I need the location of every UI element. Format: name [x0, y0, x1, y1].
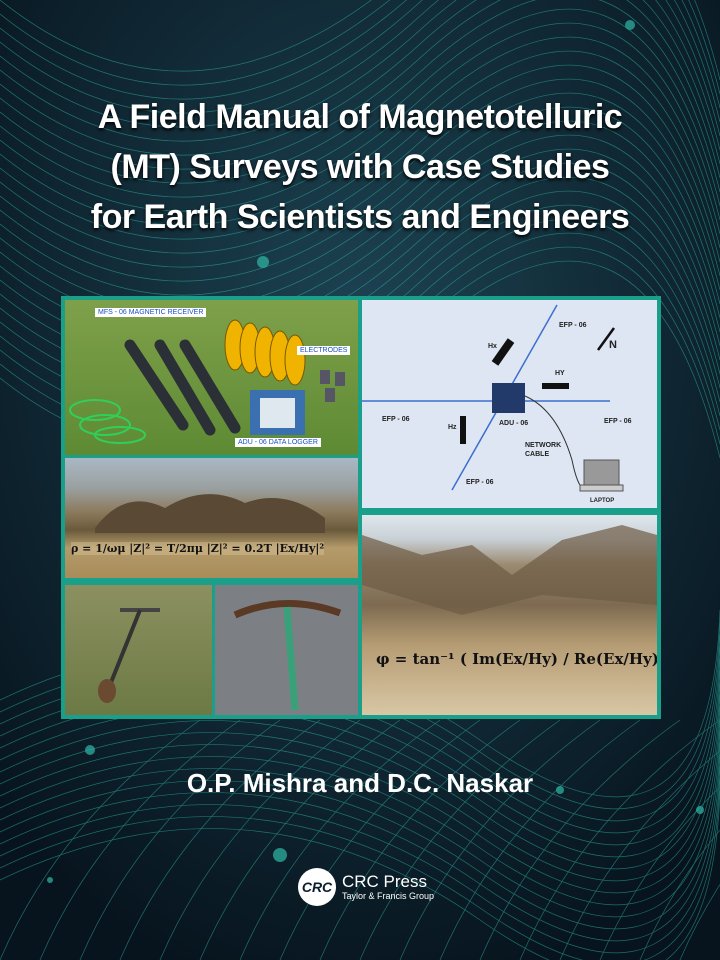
- label-efp-right: EFP - 06: [604, 418, 632, 425]
- title-line-2: (MT) Surveys with Case Studies: [110, 148, 610, 186]
- mt-setup-diagram: EFP - 06 EFP - 06 EFP - 06 EFP - 06 Hx H…: [362, 300, 657, 508]
- mountain-illustration: [362, 525, 657, 615]
- auger-photo: [65, 585, 212, 715]
- publisher-logo: CRC CRC Press Taylor & Francis Group: [298, 868, 434, 906]
- diagram-lines: [362, 304, 624, 492]
- north-label: N: [609, 339, 617, 351]
- auger-illustration: [98, 608, 160, 703]
- publisher-name: CRC Press: [342, 872, 428, 891]
- label-hy: HY: [555, 370, 565, 377]
- label-network: NETWORK: [525, 442, 562, 449]
- pickaxe-illustration: [233, 599, 342, 711]
- label-data-logger: ADU - 06 DATA LOGGER: [235, 438, 321, 447]
- resistivity-formula: ρ = 1/ωμ |Z|² = T/2πμ |Z|² = 0.2T |Ex/Hy…: [71, 542, 325, 555]
- label-magnetic-receiver: MFS - 06 MAGNETIC RECEIVER: [95, 308, 207, 317]
- mountain-valley-photo: φ = tan⁻¹ ( Im(Ex/Hy) / Re(Ex/Hy) ): [362, 515, 657, 715]
- phase-formula: φ = tan⁻¹ ( Im(Ex/Hy) / Re(Ex/Hy) ): [376, 650, 657, 668]
- authors: O.P. Mishra and D.C. Naskar: [186, 768, 534, 798]
- pickaxe-photo: [215, 585, 358, 715]
- title-line-3: for Earth Scientists and Engineers: [90, 198, 630, 236]
- crc-logo-icon: CRC: [298, 868, 336, 906]
- label-laptop: LAPTOP: [590, 498, 615, 504]
- book-title: A Field Manual of Magnetotelluric (MT) S…: [0, 92, 720, 242]
- label-adu: ADU - 06: [499, 420, 529, 427]
- title-line-1: A Field Manual of Magnetotelluric: [97, 98, 623, 136]
- publisher-subtitle: Taylor & Francis Group: [342, 891, 435, 901]
- label-efp-top: EFP - 06: [559, 322, 587, 329]
- shrub-illustration: [95, 494, 325, 533]
- label-hz: Hz: [448, 424, 457, 431]
- shrubland-photo: ρ = 1/ωμ |Z|² = T/2πμ |Z|² = 0.2T |Ex/Hy…: [65, 458, 358, 578]
- label-electrodes: ELECTRODES: [297, 346, 351, 355]
- image-collage: MFS - 06 MAGNETIC RECEIVER ELECTRODES AD…: [61, 296, 661, 719]
- equipment-illustration: [69, 319, 345, 444]
- label-cable: CABLE: [525, 451, 550, 458]
- label-efp-left: EFP - 06: [382, 416, 410, 423]
- equipment-photo: MFS - 06 MAGNETIC RECEIVER ELECTRODES AD…: [65, 300, 358, 455]
- label-hx: Hx: [488, 343, 497, 350]
- label-efp-bottom: EFP - 06: [466, 479, 494, 486]
